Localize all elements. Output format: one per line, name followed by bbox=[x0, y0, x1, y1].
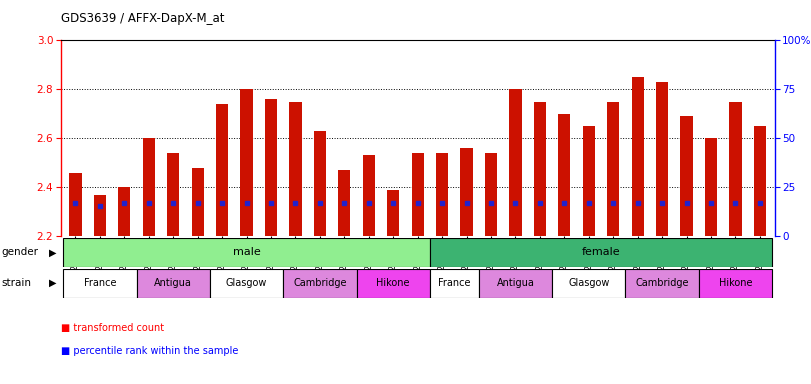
Text: gender: gender bbox=[2, 247, 39, 258]
Bar bbox=[607, 101, 620, 236]
Bar bbox=[656, 82, 668, 236]
Bar bbox=[241, 89, 253, 236]
Bar bbox=[191, 167, 204, 236]
Text: ▶: ▶ bbox=[49, 278, 56, 288]
Bar bbox=[699, 269, 772, 298]
Bar bbox=[705, 138, 717, 236]
Text: ■ percentile rank within the sample: ■ percentile rank within the sample bbox=[61, 346, 238, 356]
Bar bbox=[314, 131, 326, 236]
Bar bbox=[411, 153, 424, 236]
Text: Cambridge: Cambridge bbox=[635, 278, 689, 288]
Bar bbox=[210, 269, 283, 298]
Text: France: France bbox=[438, 278, 470, 288]
Bar bbox=[290, 101, 302, 236]
Bar bbox=[729, 101, 741, 236]
Bar bbox=[363, 156, 375, 236]
Bar bbox=[753, 126, 766, 236]
Bar bbox=[63, 269, 136, 298]
Bar bbox=[680, 116, 693, 236]
Text: ■ transformed count: ■ transformed count bbox=[61, 323, 164, 333]
Bar bbox=[430, 269, 478, 298]
Text: France: France bbox=[84, 278, 116, 288]
Bar bbox=[461, 148, 473, 236]
Text: strain: strain bbox=[2, 278, 32, 288]
Text: Glasgow: Glasgow bbox=[226, 278, 268, 288]
Text: female: female bbox=[581, 247, 620, 258]
Bar bbox=[632, 77, 644, 236]
Bar bbox=[552, 269, 625, 298]
Bar bbox=[216, 104, 228, 236]
Bar bbox=[625, 269, 699, 298]
Text: male: male bbox=[233, 247, 260, 258]
Text: Hikone: Hikone bbox=[376, 278, 410, 288]
Bar bbox=[94, 195, 106, 236]
Bar bbox=[265, 99, 277, 236]
Bar bbox=[430, 238, 772, 267]
Text: GDS3639 / AFFX-DapX-M_at: GDS3639 / AFFX-DapX-M_at bbox=[61, 12, 225, 25]
Bar bbox=[338, 170, 350, 236]
Text: ▶: ▶ bbox=[49, 247, 56, 258]
Bar bbox=[485, 153, 497, 236]
Bar bbox=[118, 187, 131, 236]
Bar bbox=[478, 269, 552, 298]
Bar bbox=[357, 269, 430, 298]
Bar bbox=[63, 238, 430, 267]
Text: Hikone: Hikone bbox=[719, 278, 752, 288]
Bar bbox=[436, 153, 448, 236]
Text: Antigua: Antigua bbox=[154, 278, 192, 288]
Bar bbox=[387, 190, 399, 236]
Text: Glasgow: Glasgow bbox=[568, 278, 609, 288]
Bar bbox=[582, 126, 594, 236]
Text: Antigua: Antigua bbox=[496, 278, 534, 288]
Bar bbox=[136, 269, 210, 298]
Bar bbox=[558, 114, 570, 236]
Bar bbox=[70, 172, 82, 236]
Bar bbox=[534, 101, 546, 236]
Bar bbox=[167, 153, 179, 236]
Bar bbox=[509, 89, 521, 236]
Bar bbox=[283, 269, 357, 298]
Text: Cambridge: Cambridge bbox=[293, 278, 346, 288]
Bar bbox=[143, 138, 155, 236]
